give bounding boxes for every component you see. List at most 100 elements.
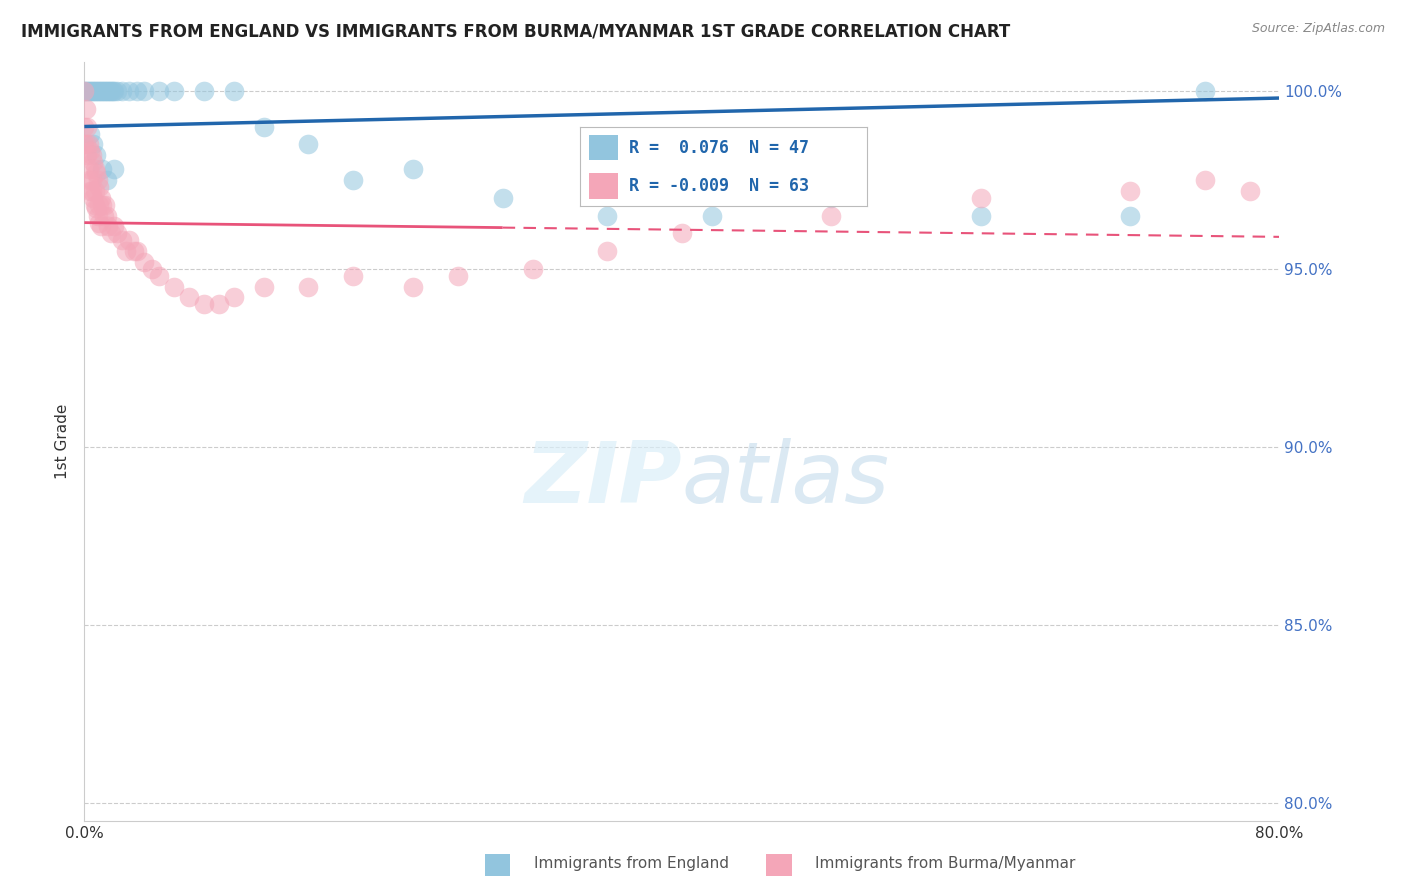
Point	[77, 137, 100, 152]
Point	[148, 84, 170, 98]
Text: Immigrants from Burma/Myanmar: Immigrants from Burma/Myanmar	[815, 856, 1076, 871]
Point	[132, 254, 156, 268]
Point	[77, 173, 100, 187]
Point	[91, 162, 114, 177]
Point	[596, 244, 619, 259]
Point	[105, 227, 128, 241]
Point	[75, 102, 97, 116]
Point	[96, 84, 118, 98]
Point	[94, 84, 117, 98]
Point	[111, 84, 134, 98]
Point	[1119, 184, 1142, 198]
Point	[87, 84, 110, 98]
Point	[118, 84, 141, 98]
Point	[80, 173, 103, 187]
Point	[105, 84, 128, 98]
Point	[90, 84, 112, 98]
Point	[90, 219, 112, 234]
Point	[76, 148, 98, 162]
Point	[93, 209, 115, 223]
Point	[91, 84, 114, 98]
Point	[73, 84, 96, 98]
Point	[93, 84, 115, 98]
Point	[91, 198, 114, 212]
Point	[77, 162, 100, 177]
Point	[1119, 209, 1142, 223]
Point	[253, 279, 276, 293]
Point	[342, 173, 364, 187]
Point	[1239, 184, 1261, 198]
Point	[76, 84, 98, 98]
Point	[90, 191, 112, 205]
Point	[700, 209, 723, 223]
Point	[342, 268, 364, 283]
Point	[83, 184, 105, 198]
Point	[141, 261, 163, 276]
Point	[75, 137, 97, 152]
Text: ZIP: ZIP	[524, 438, 682, 521]
Point	[80, 184, 103, 198]
Point	[79, 84, 101, 98]
Point	[148, 268, 170, 283]
Point	[97, 84, 120, 98]
Point	[132, 84, 156, 98]
Y-axis label: 1st Grade: 1st Grade	[55, 404, 70, 479]
Point	[75, 84, 97, 98]
Point	[89, 180, 111, 194]
Point	[671, 227, 693, 241]
Text: atlas: atlas	[682, 438, 890, 521]
Point	[82, 191, 104, 205]
Point	[89, 216, 111, 230]
Point	[970, 209, 993, 223]
Point	[101, 84, 124, 98]
Point	[447, 268, 470, 283]
Point	[193, 297, 215, 311]
Point	[79, 184, 101, 198]
Point	[87, 209, 110, 223]
Point	[83, 84, 105, 98]
Point	[86, 202, 108, 216]
Point	[86, 148, 108, 162]
Point	[83, 198, 105, 212]
Point	[118, 234, 141, 248]
Point	[100, 84, 122, 98]
Point	[1194, 173, 1216, 187]
Point	[222, 290, 245, 304]
Point	[103, 84, 125, 98]
Point	[492, 191, 515, 205]
Point	[103, 162, 125, 177]
Point	[82, 84, 104, 98]
Point	[125, 84, 148, 98]
Point	[100, 227, 122, 241]
Point	[87, 173, 110, 187]
Text: IMMIGRANTS FROM ENGLAND VS IMMIGRANTS FROM BURMA/MYANMAR 1ST GRADE CORRELATION C: IMMIGRANTS FROM ENGLAND VS IMMIGRANTS FR…	[21, 22, 1011, 40]
Point	[820, 191, 842, 205]
Point	[222, 84, 245, 98]
Point	[115, 244, 138, 259]
Point	[73, 120, 96, 134]
Point	[73, 84, 96, 98]
Point	[163, 84, 186, 98]
Point	[596, 209, 619, 223]
Point	[82, 137, 104, 152]
Point	[125, 244, 148, 259]
Point	[177, 290, 200, 304]
Point	[83, 162, 105, 177]
Point	[103, 219, 125, 234]
Point	[98, 84, 121, 98]
Point	[80, 148, 103, 162]
Point	[402, 162, 425, 177]
Point	[86, 166, 108, 180]
Point	[77, 84, 100, 98]
Point	[402, 279, 425, 293]
Point	[79, 145, 101, 159]
Point	[89, 84, 111, 98]
Point	[82, 155, 104, 169]
Text: Immigrants from England: Immigrants from England	[534, 856, 730, 871]
Point	[86, 84, 108, 98]
Text: Source: ZipAtlas.com: Source: ZipAtlas.com	[1251, 22, 1385, 36]
Point	[96, 209, 118, 223]
Point	[297, 137, 319, 152]
Point	[253, 120, 276, 134]
Point	[76, 120, 98, 134]
